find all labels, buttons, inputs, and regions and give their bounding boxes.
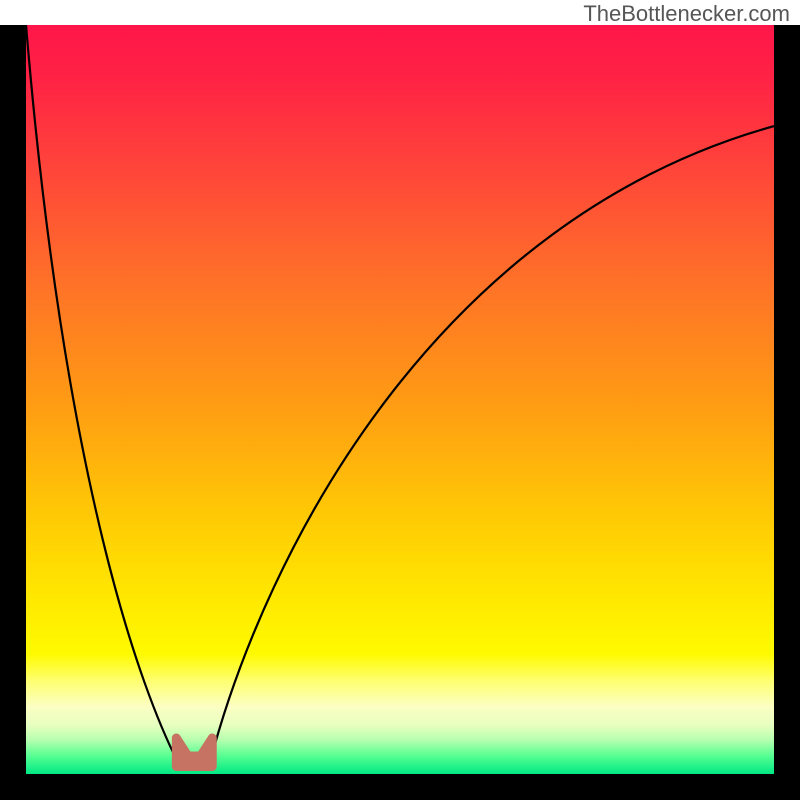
watermark-text: TheBottlenecker.com	[583, 1, 790, 27]
chart-container: TheBottlenecker.com	[0, 0, 800, 800]
chart-svg	[0, 0, 800, 800]
